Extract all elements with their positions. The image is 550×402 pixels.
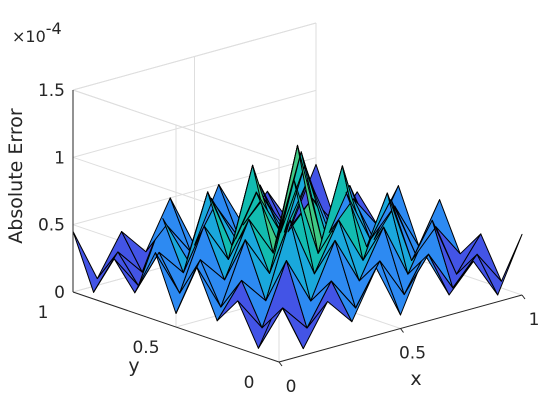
z-tick-label: 0.5 <box>38 216 65 236</box>
z-exponent: ×10-4 <box>12 19 62 46</box>
z-exponent-base: ×10 <box>12 27 46 46</box>
grid-box-edge <box>72 22 317 91</box>
surface-face <box>72 230 119 293</box>
surface-face <box>476 233 523 296</box>
z-exponent-power: -4 <box>46 19 62 38</box>
x-axis-label: x <box>410 368 421 390</box>
y-axis-line <box>72 291 280 363</box>
y-tick-label: 0 <box>244 373 255 393</box>
y-tick-label: 0.5 <box>132 338 159 358</box>
z-tick-label: 0 <box>54 283 65 303</box>
x-tick-label: 0.5 <box>399 344 426 364</box>
x-tick-mark <box>521 294 526 300</box>
error-surface <box>72 144 523 350</box>
x-tick-label: 1 <box>529 310 540 330</box>
y-axis-label: y <box>128 355 139 377</box>
y-tick-label: 1 <box>38 303 49 323</box>
z-tick-label: 1 <box>54 148 65 168</box>
x-tick-mark <box>400 328 404 333</box>
x-tick-label: 0 <box>286 377 297 397</box>
z-axis-label: Absolute Error <box>5 108 27 244</box>
z-tick-label: 1.5 <box>38 81 65 101</box>
grid-box-edge <box>72 89 280 161</box>
x-tick-mark <box>278 361 283 367</box>
